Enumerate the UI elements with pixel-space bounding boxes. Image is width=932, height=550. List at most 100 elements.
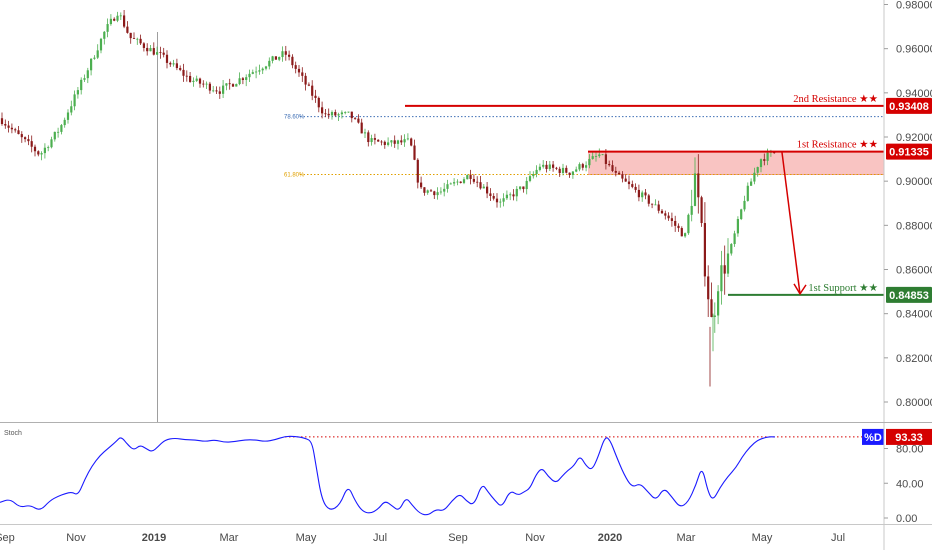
candle-body xyxy=(453,182,456,184)
candle-body xyxy=(387,142,390,145)
candle-body xyxy=(93,57,96,59)
candle-body xyxy=(416,159,419,183)
2nd-resistance-label: 2nd Resistance ★★ xyxy=(793,94,878,105)
candle-body xyxy=(294,65,297,69)
candle-body xyxy=(314,95,317,98)
candle-body xyxy=(198,78,202,84)
candle-body xyxy=(258,70,261,72)
candle-body xyxy=(637,189,640,198)
candle-body xyxy=(750,181,753,186)
candle-body xyxy=(354,118,357,119)
candle-body xyxy=(588,158,591,166)
candle-body xyxy=(60,125,63,132)
candle-body xyxy=(288,54,291,57)
candle-body xyxy=(522,186,525,190)
candle-body xyxy=(99,38,103,51)
candle-body xyxy=(152,48,155,55)
candle-body xyxy=(578,164,581,170)
candle-body xyxy=(723,265,726,274)
candle-body xyxy=(192,80,195,82)
candle-body xyxy=(340,112,343,115)
candle-body xyxy=(406,138,409,140)
candle-body xyxy=(693,173,697,206)
candle-body xyxy=(50,139,53,148)
candle-body xyxy=(24,137,27,140)
candle-body xyxy=(542,164,545,167)
candle-body xyxy=(235,84,238,87)
candle-body xyxy=(548,164,551,170)
projection-arrow-shaft xyxy=(781,152,801,294)
candle-body xyxy=(502,198,505,202)
candle-body xyxy=(515,188,518,197)
candle-body xyxy=(324,113,327,115)
candle-body xyxy=(4,124,7,126)
candle-body xyxy=(690,205,693,215)
candle-body xyxy=(644,192,647,196)
candle-body xyxy=(334,112,337,116)
candle-body xyxy=(614,170,617,173)
candle-body xyxy=(726,253,730,274)
candle-body xyxy=(350,111,353,119)
price-tick-label: 0.92000 xyxy=(896,132,932,144)
candle-body xyxy=(456,181,459,183)
candle-body xyxy=(146,47,149,52)
time-tick-label: Sep xyxy=(448,532,468,544)
candle-body xyxy=(436,192,439,196)
candle-body xyxy=(317,97,320,108)
osc-tick-label: 80.00 xyxy=(896,444,924,456)
candle-body xyxy=(363,132,367,134)
candle-body xyxy=(459,181,462,183)
candle-body xyxy=(568,172,571,175)
candle-body xyxy=(601,154,604,156)
candle-body xyxy=(611,165,614,171)
candle-body xyxy=(136,38,139,40)
candle-body xyxy=(189,75,192,82)
candle-body xyxy=(697,173,700,198)
candle-body xyxy=(680,228,683,237)
candle-body xyxy=(261,68,264,71)
candle-body xyxy=(357,118,360,123)
2nd-resistance-price-tag-text: 0.93408 xyxy=(889,101,929,113)
candle-body xyxy=(360,122,363,134)
candle-body xyxy=(733,233,736,245)
candle-body xyxy=(159,52,162,53)
projection-arrow xyxy=(781,152,807,296)
candle-body xyxy=(238,78,241,85)
2nd-resistance-price-tag xyxy=(886,97,932,114)
candle-body xyxy=(627,181,631,185)
candle-body xyxy=(301,72,304,76)
candle-body xyxy=(43,147,46,154)
candle-body xyxy=(670,218,673,221)
candle-body xyxy=(222,85,225,94)
resistance-zone-layer xyxy=(588,151,884,175)
candle-body xyxy=(106,24,109,32)
fib-level-label: 61.80% xyxy=(284,173,305,179)
time-tick-label: May xyxy=(296,532,317,544)
time-tick-label: Mar xyxy=(220,532,239,544)
stochastic-panel: Stoch %D 93.33 xyxy=(0,428,932,516)
candle-body xyxy=(565,167,568,173)
stoch-d-tag-text: %D xyxy=(864,432,882,444)
candle-body xyxy=(37,151,40,155)
candle-body xyxy=(687,214,690,234)
candle-body xyxy=(96,50,99,58)
candle-body xyxy=(330,112,334,116)
price-tick-label: 0.80000 xyxy=(896,397,932,409)
candle-body xyxy=(720,265,723,292)
price-tick-label: 0.82000 xyxy=(896,353,932,365)
candle-body xyxy=(7,125,10,128)
candle-body xyxy=(396,140,400,144)
candle-body xyxy=(472,178,475,182)
candle-body xyxy=(486,186,489,194)
candle-body xyxy=(647,195,650,204)
candle-body xyxy=(215,90,218,92)
candle-body xyxy=(482,186,485,189)
candle-body xyxy=(30,141,33,147)
candle-body xyxy=(347,111,350,113)
time-tick-label: May xyxy=(752,532,773,544)
candle-body xyxy=(608,163,611,166)
candle-body xyxy=(20,134,23,138)
candle-body xyxy=(664,213,667,216)
candle-body xyxy=(304,75,307,85)
